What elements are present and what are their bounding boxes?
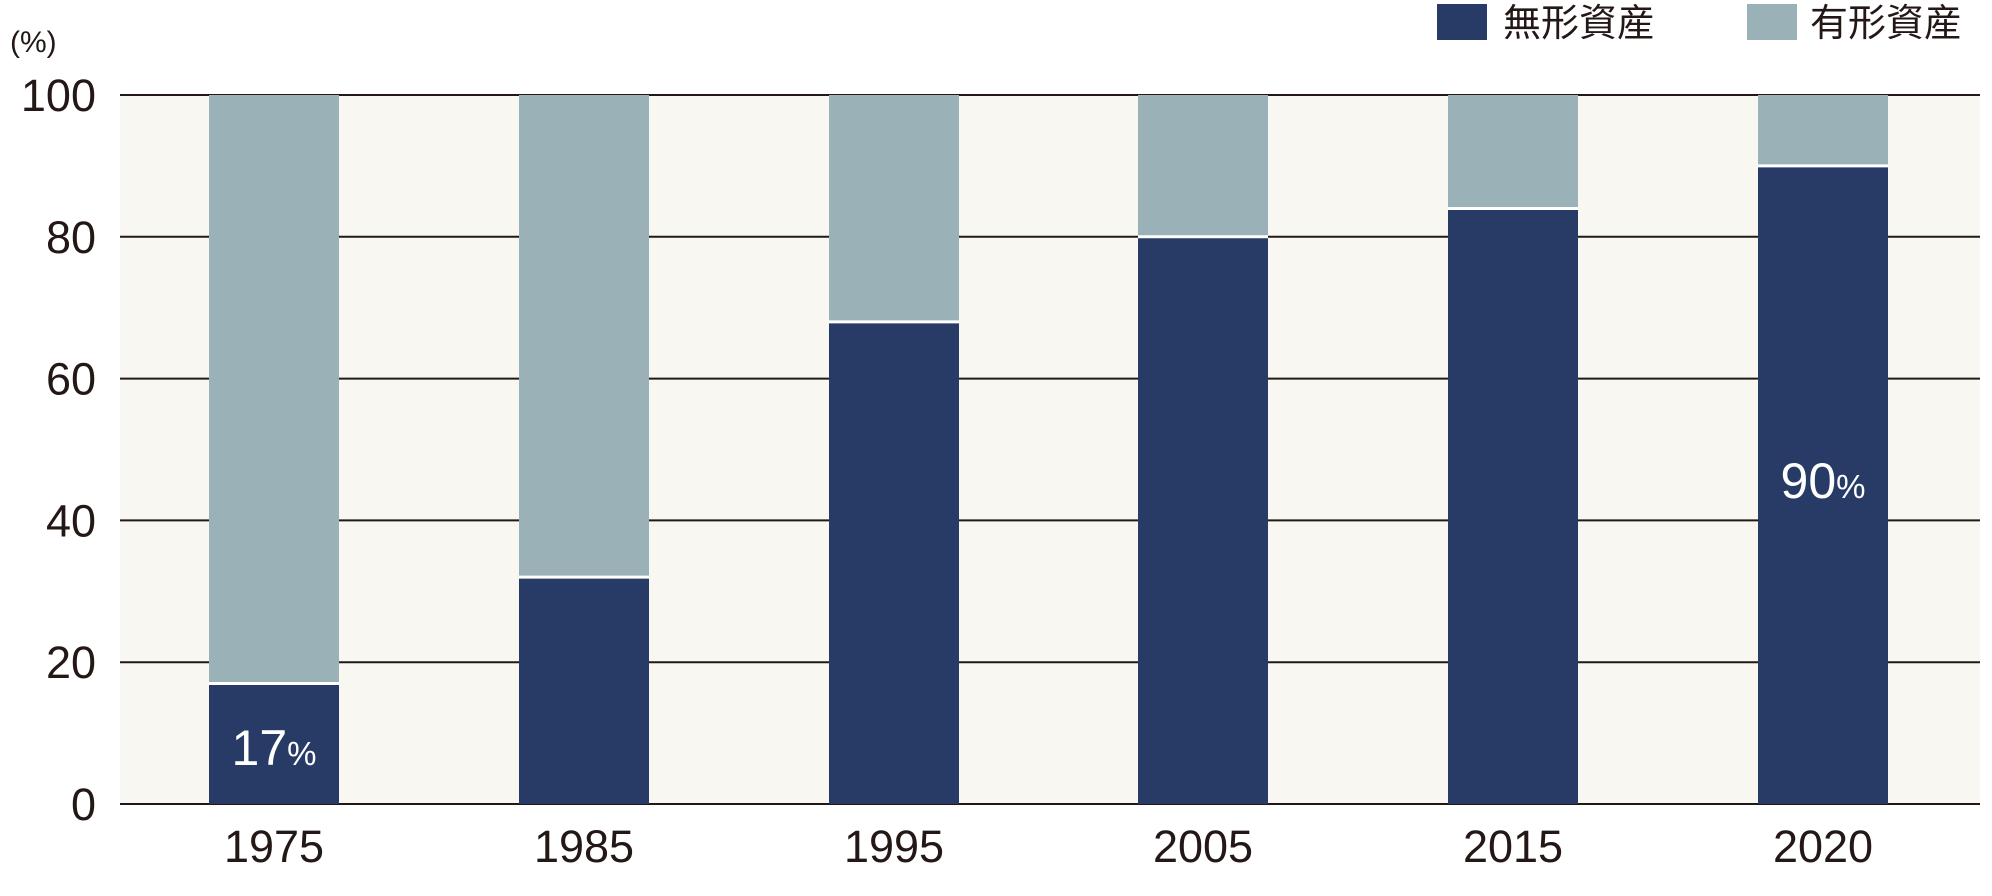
- bar-segment-tangible-2020: [1758, 95, 1888, 166]
- data-labels: 17% 90%: [232, 453, 1866, 776]
- x-axis-tick-labels: 1975 1985 1995 2005 2015 2020: [224, 821, 1873, 872]
- x-tick-label: 1995: [844, 821, 944, 872]
- y-tick-label: 80: [46, 212, 96, 263]
- x-tick-label: 2020: [1773, 821, 1873, 872]
- y-tick-label: 100: [21, 70, 96, 121]
- legend-swatch: [1747, 4, 1797, 40]
- y-tick-label: 0: [71, 779, 96, 830]
- y-tick-label: 40: [46, 495, 96, 546]
- bar-segment-tangible-2005: [1138, 95, 1268, 237]
- bar-segment-tangible-1985: [519, 95, 649, 578]
- x-tick-label: 2015: [1463, 821, 1563, 872]
- x-tick-label: 1985: [534, 821, 634, 872]
- y-tick-label: 60: [46, 354, 96, 405]
- bar-segment-intangible-2015: [1448, 208, 1578, 804]
- data-label-1975: 17%: [232, 720, 317, 776]
- data-label-2020: 90%: [1781, 453, 1866, 509]
- legend-swatch: [1437, 4, 1487, 40]
- legend-label: 有形資産: [1810, 1, 1962, 45]
- bar-segment-intangible-1975: [209, 683, 339, 804]
- bar-segment-tangible-1995: [829, 95, 959, 322]
- legend: 無形資産 有形資産: [1437, 1, 1962, 45]
- bar-segment-intangible-2005: [1138, 236, 1268, 805]
- y-tick-label: 20: [46, 637, 96, 688]
- legend-label: 無形資産: [1503, 1, 1655, 45]
- x-tick-label: 1975: [224, 821, 324, 872]
- bars: [209, 95, 1888, 805]
- gridlines: [120, 94, 1980, 805]
- plot-area: [120, 95, 1980, 804]
- bar-segment-tangible-1975: [209, 95, 339, 684]
- bar-segment-tangible-2015: [1448, 95, 1578, 209]
- y-axis-tick-labels: 0 20 40 60 80 100: [21, 70, 96, 830]
- bar-segment-intangible-1995: [829, 321, 959, 804]
- bar-segment-intangible-2020: [1758, 165, 1888, 804]
- x-tick-label: 2005: [1153, 821, 1253, 872]
- bar-segment-intangible-1985: [519, 577, 649, 804]
- y-axis-unit-label: (%): [10, 26, 57, 59]
